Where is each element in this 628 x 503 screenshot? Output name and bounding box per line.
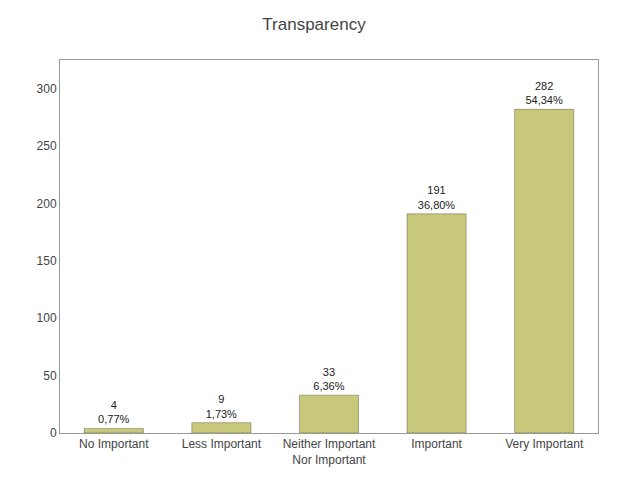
svg-text:200: 200: [37, 197, 57, 211]
svg-text:250: 250: [37, 139, 57, 153]
svg-text:28254,34%: 28254,34%: [525, 80, 563, 106]
svg-text:Important: Important: [411, 437, 462, 451]
svg-text:40,77%: 40,77%: [98, 399, 129, 425]
svg-text:19136,80%: 19136,80%: [418, 184, 456, 210]
svg-text:336,36%: 336,36%: [313, 366, 344, 392]
svg-text:50: 50: [43, 369, 57, 383]
svg-text:0: 0: [50, 426, 57, 440]
svg-text:150: 150: [37, 254, 57, 268]
svg-text:100: 100: [37, 311, 57, 325]
svg-text:Very Important: Very Important: [505, 437, 584, 451]
svg-text:Less Important: Less Important: [182, 437, 262, 451]
svg-text:Neither ImportantNor Important: Neither ImportantNor Important: [283, 437, 376, 467]
svg-text:300: 300: [37, 82, 57, 96]
svg-text:Transparency: Transparency: [262, 15, 366, 34]
svg-text:No Important: No Important: [79, 437, 149, 451]
svg-text:91,73%: 91,73%: [206, 393, 237, 419]
